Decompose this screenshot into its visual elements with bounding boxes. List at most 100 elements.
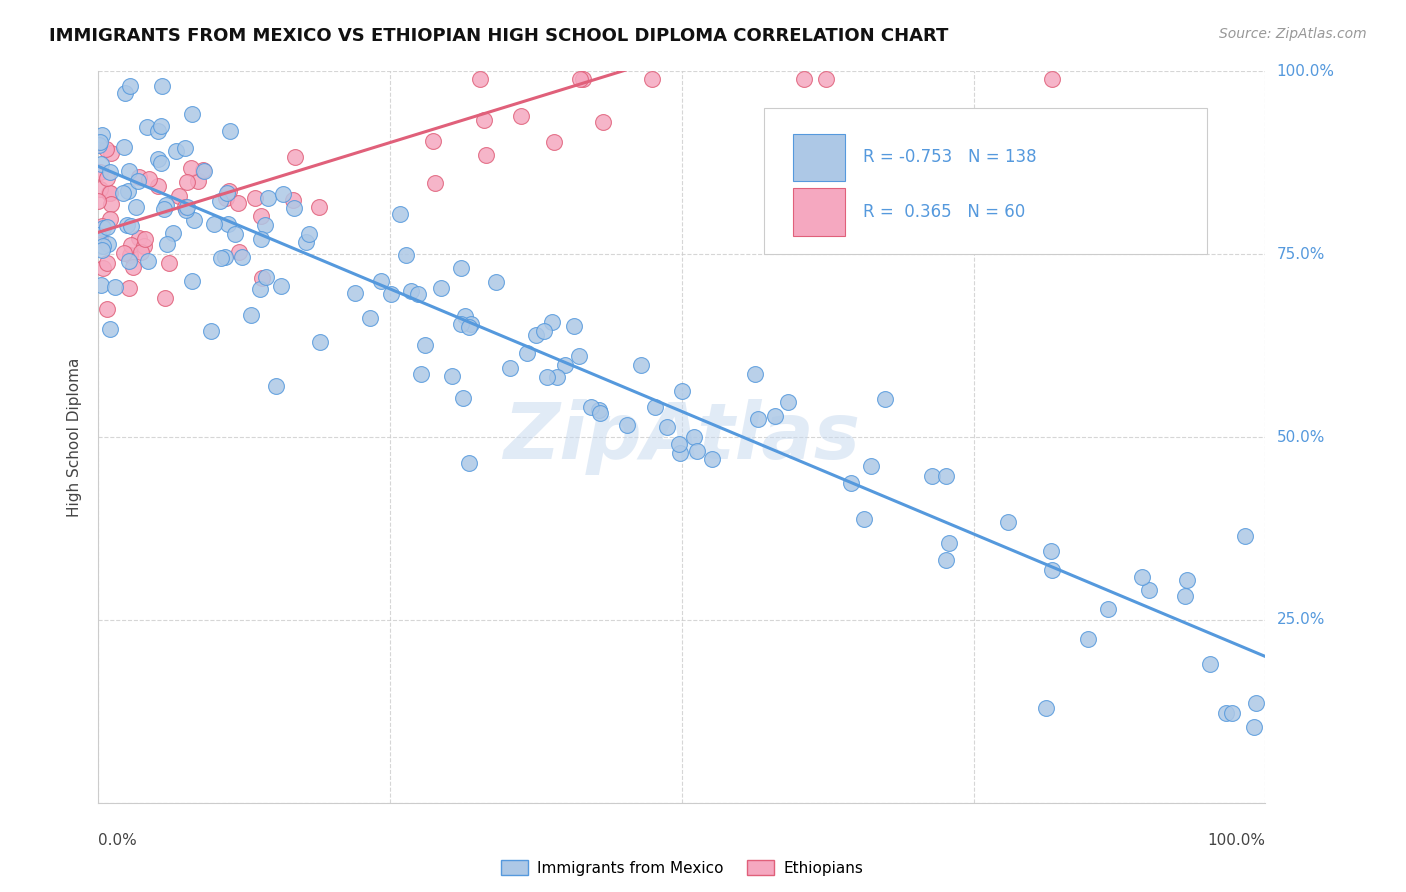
Point (114, 245, 136, 260)
Point (90, 278, 112, 293)
Text: 0.0%: 0.0% (98, 833, 138, 848)
Point (254, 270, 277, 285)
Point (200, 324, 222, 338)
Point (1174, 589, 1197, 603)
Point (155, 198, 177, 212)
Point (399, 285, 422, 299)
Point (440, 368, 463, 383)
Point (388, 207, 411, 221)
Point (644, 400, 666, 414)
Point (562, 318, 585, 333)
Point (409, 368, 432, 382)
Point (250, 210, 273, 224)
Point (228, 245, 250, 260)
Point (778, 394, 800, 409)
Point (89, 232, 111, 246)
Point (89, 165, 111, 179)
Point (475, 148, 498, 162)
Point (1220, 706, 1243, 721)
Point (450, 260, 472, 275)
Point (218, 184, 240, 198)
Text: ZipAtlas: ZipAtlas (503, 399, 860, 475)
Point (150, 119, 173, 133)
Point (98, 186, 121, 200)
Point (668, 437, 690, 451)
Point (180, 107, 202, 121)
Point (468, 71, 491, 86)
Point (283, 193, 305, 207)
Point (516, 346, 538, 360)
Point (120, 219, 142, 233)
Point (91, 239, 114, 253)
Point (460, 317, 482, 331)
Text: IMMIGRANTS FROM MEXICO VS ETHIOPIAN HIGH SCHOOL DIPLOMA CORRELATION CHART: IMMIGRANTS FROM MEXICO VS ETHIOPIAN HIGH… (49, 27, 949, 45)
Point (454, 310, 477, 324)
Point (1130, 570, 1153, 584)
Point (295, 235, 318, 249)
Point (683, 430, 706, 444)
Point (176, 200, 198, 214)
Point (117, 184, 139, 198)
Point (214, 250, 236, 264)
Point (250, 232, 273, 246)
Point (112, 186, 135, 200)
Point (138, 254, 160, 268)
Text: 25.0%: 25.0% (1277, 613, 1324, 627)
Point (180, 161, 202, 176)
Point (630, 359, 652, 373)
Point (253, 218, 276, 232)
Point (472, 112, 495, 127)
Point (208, 194, 231, 208)
Point (641, 71, 664, 86)
Point (509, 109, 531, 123)
Point (183, 212, 205, 227)
Point (89, 181, 111, 195)
Point (1215, 706, 1237, 721)
Point (87, 228, 110, 243)
Point (572, 71, 595, 86)
Point (128, 170, 150, 185)
Point (94, 142, 117, 156)
Point (243, 191, 266, 205)
Point (935, 468, 957, 483)
Point (156, 236, 179, 251)
Point (224, 227, 246, 242)
Point (568, 71, 591, 86)
Point (100, 196, 122, 211)
Point (546, 370, 568, 384)
Point (457, 320, 479, 334)
Point (309, 335, 332, 350)
Point (271, 187, 294, 202)
Point (1246, 696, 1268, 710)
Point (579, 400, 602, 414)
Text: 100.0%: 100.0% (1277, 64, 1334, 78)
Point (568, 350, 591, 364)
Point (146, 153, 169, 167)
Point (239, 308, 262, 322)
Point (380, 287, 402, 301)
Point (249, 282, 271, 296)
Point (450, 318, 472, 332)
Point (215, 186, 238, 200)
Legend: Immigrants from Mexico, Ethiopians: Immigrants from Mexico, Ethiopians (495, 855, 869, 882)
Point (1199, 657, 1222, 672)
Point (96, 220, 118, 235)
Point (668, 446, 690, 460)
Point (91, 128, 114, 143)
Point (536, 369, 558, 384)
Point (370, 274, 392, 288)
Y-axis label: High School Diploma: High School Diploma (67, 358, 83, 516)
Point (413, 337, 436, 351)
Point (406, 286, 429, 301)
Point (98, 165, 121, 179)
Point (125, 200, 148, 214)
Point (117, 218, 139, 232)
FancyBboxPatch shape (763, 108, 1206, 254)
Point (499, 361, 522, 376)
Point (839, 475, 862, 490)
Point (181, 274, 204, 288)
Point (122, 260, 145, 274)
Point (89, 135, 111, 149)
Point (543, 135, 565, 149)
Point (96, 301, 118, 316)
